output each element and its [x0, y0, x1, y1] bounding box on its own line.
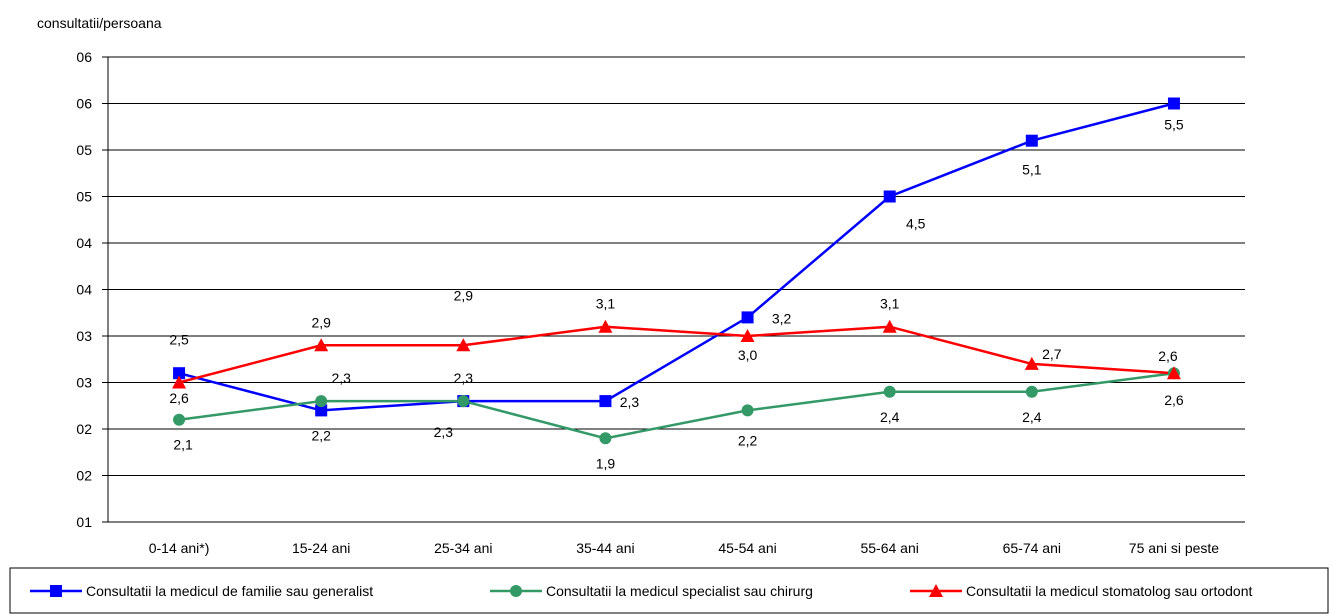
series-2-marker: [173, 413, 186, 426]
series-1-marker: [1025, 134, 1038, 147]
data-label: 5,5: [1164, 117, 1184, 133]
series-markers: [172, 97, 1181, 445]
data-label: 4,5: [906, 216, 926, 232]
series-3-marker: [456, 338, 471, 352]
series-3-marker: [598, 319, 613, 333]
y-tick-label: 01: [76, 514, 92, 530]
y-tick-label: 04: [76, 282, 92, 298]
data-label: 2,5: [169, 332, 189, 348]
y-tick-label: 03: [76, 375, 92, 391]
data-label: 2,2: [738, 432, 758, 448]
y-tick-label: 04: [76, 235, 92, 251]
x-tick-label: 35-44 ani: [576, 540, 634, 556]
y-tick-label: 02: [76, 421, 92, 437]
data-label: 2,3: [434, 424, 454, 440]
legend-label: Consultatii la medicul specialist sau ch…: [546, 583, 813, 599]
series-2-marker: [883, 385, 896, 398]
x-tick-label: 45-54 ani: [718, 540, 776, 556]
data-label: 3,0: [738, 347, 758, 363]
y-tick-label: 06: [76, 49, 92, 65]
legend-marker: [510, 585, 522, 597]
series-3-marker: [314, 338, 329, 352]
data-labels: 2,6 2,2 2,3 2,3 3,2 4,5 5,1 5,5 2,1 2,3 2,3 1,9 2,2 2…: [169, 117, 1184, 472]
data-label: 2,3: [620, 394, 640, 410]
series-1-marker: [1167, 97, 1180, 110]
x-tick-label: 65-74 ani: [1003, 540, 1061, 556]
series-2-marker: [599, 432, 612, 445]
data-label: 2,2: [311, 427, 331, 443]
series-3-marker: [1166, 366, 1181, 380]
data-label: 2,7: [1042, 346, 1062, 362]
y-tick-label: 03: [76, 328, 92, 344]
series-3-marker: [740, 329, 755, 342]
legend-marker: [50, 585, 62, 597]
y-tick-labels: 01 02 02 03 03 04 04 05 05 06 06: [76, 49, 92, 530]
series-line-2: [178, 371, 1175, 440]
series-3-marker: [1024, 356, 1039, 370]
y-tick-label: 06: [76, 96, 92, 112]
series-3-marker: [882, 319, 897, 333]
x-tick-label: 75 ani si peste: [1129, 540, 1219, 556]
gridlines: [102, 56, 1245, 523]
legend-label: Consultatii la medicul stomatolog sau or…: [966, 583, 1252, 599]
y-tick-label: 02: [76, 468, 92, 484]
series-2-marker: [457, 395, 470, 408]
x-tick-label: 55-64 ani: [860, 540, 918, 556]
series-1-marker: [599, 395, 612, 408]
series-2-marker: [1025, 385, 1038, 398]
legend-label: Consultatii la medicul de familie sau ge…: [86, 583, 373, 599]
data-label: 2,3: [331, 370, 351, 386]
legend-box: [9, 567, 1329, 614]
series-3-marker: [172, 375, 187, 389]
data-label: 2,9: [454, 287, 474, 303]
y-tick-label: 05: [76, 189, 92, 205]
series-line-1: [178, 102, 1175, 412]
series-line-3: [178, 325, 1175, 384]
y-axis-label: consultatii/persoana: [37, 15, 162, 31]
data-label: 2,4: [1022, 409, 1042, 425]
y-tick-label: 05: [76, 142, 92, 158]
legend-marker: [929, 584, 943, 597]
x-tick-label: 25-34 ani: [434, 540, 492, 556]
data-label: 3,1: [596, 296, 616, 312]
series-1-marker: [741, 311, 754, 324]
x-tick-label: 0-14 ani*): [149, 540, 210, 556]
x-tick-label: 15-24 ani: [292, 540, 350, 556]
series-1-marker: [315, 404, 328, 417]
data-label: 2,9: [311, 314, 331, 330]
data-label: 3,1: [880, 296, 900, 312]
data-label: 2,6: [169, 390, 189, 406]
series-1-marker: [173, 367, 186, 380]
data-label: 2,1: [173, 437, 193, 453]
series-1-marker: [883, 190, 896, 203]
data-label: 2,4: [880, 409, 900, 425]
data-label: 2,6: [1158, 348, 1178, 364]
data-label: 2,3: [454, 370, 474, 386]
x-tick-labels: 0-14 ani*) 15-24 ani 25-34 ani 35-44 ani 45-…: [149, 540, 1220, 556]
series-2-marker: [315, 395, 328, 408]
data-label: 5,1: [1022, 162, 1042, 178]
series-2-marker: [741, 404, 754, 417]
legend: Consultatii la medicul de familie sau ge…: [9, 567, 1329, 614]
data-label: 2,6: [1164, 392, 1184, 408]
data-label: 1,9: [596, 455, 616, 471]
data-label: 3,2: [772, 310, 792, 326]
series-lines: [178, 102, 1175, 440]
